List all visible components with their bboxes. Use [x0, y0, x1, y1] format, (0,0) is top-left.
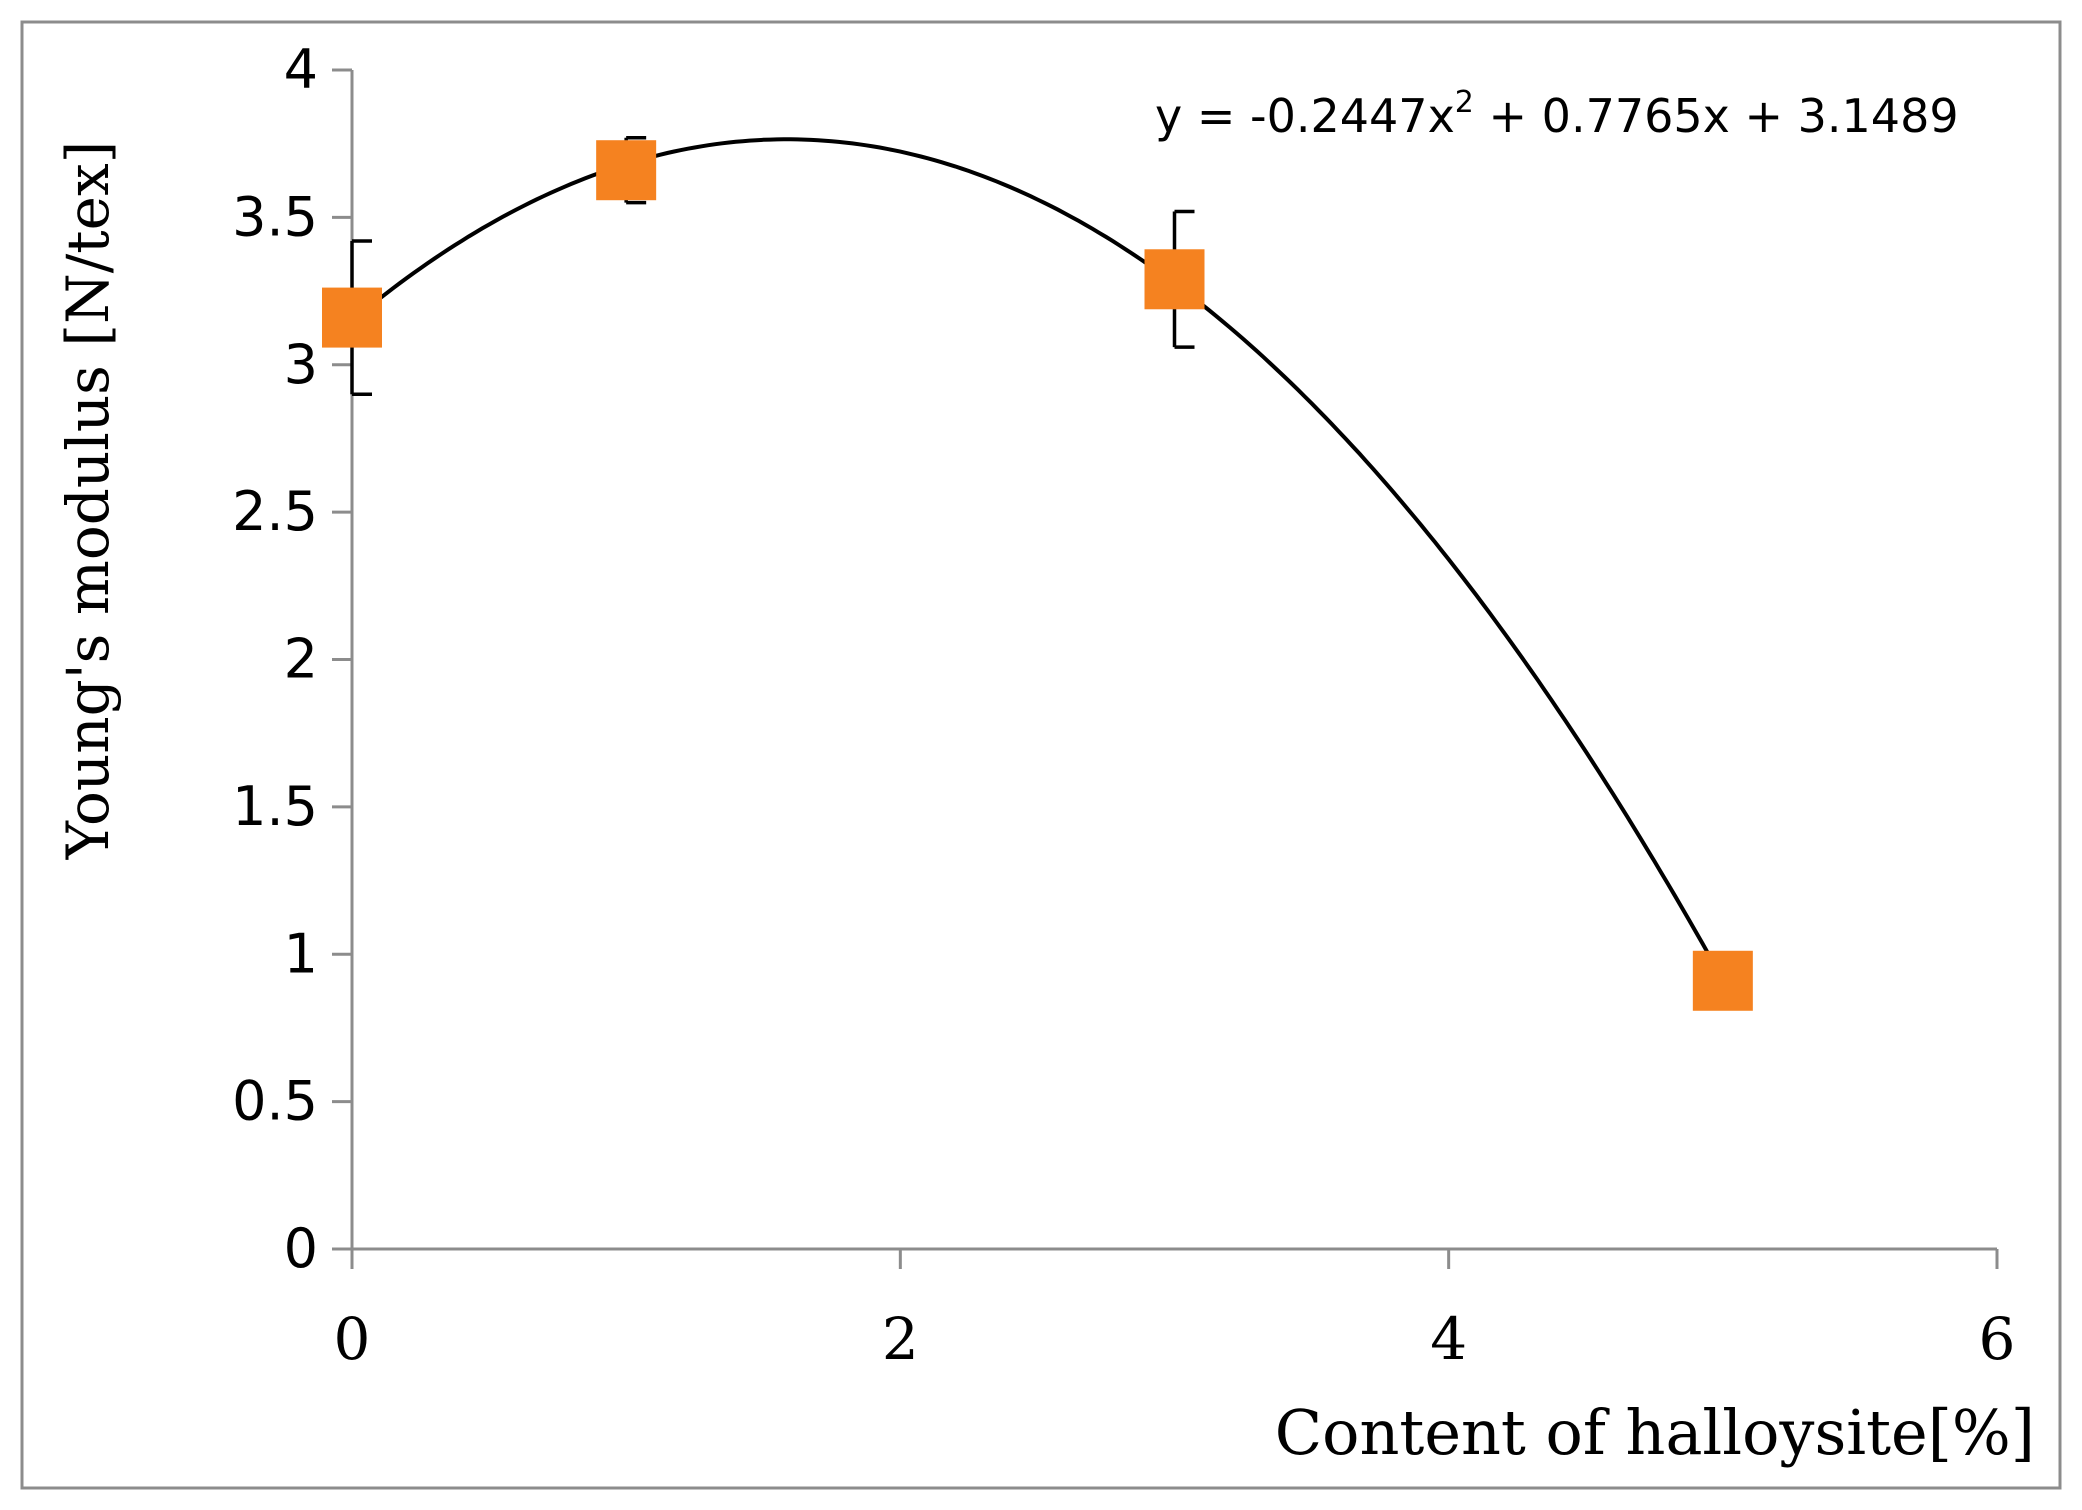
equation-exponent: 2: [1455, 85, 1474, 120]
equation-prefix: y = -0.2447x: [1155, 89, 1455, 143]
y-axis-ticks: 0 0.5 1 1.5 2 2.5 3 3.5 4: [232, 38, 352, 1280]
x-tick-label: 2: [882, 1305, 919, 1373]
data-point: [1692, 950, 1753, 1011]
x-axis-ticks: 0 2 4 6: [334, 1249, 2016, 1373]
y-tick-label: 3: [284, 333, 318, 396]
y-tick-label: 3.5: [232, 185, 318, 248]
chart-frame: [20, 20, 2062, 1490]
trendline: [350, 137, 1725, 981]
trendline-equation: y = -0.2447x2 + 0.7765x + 3.1489: [1155, 85, 1959, 143]
x-tick-label: 4: [1430, 1305, 1467, 1373]
data-point: [322, 287, 382, 348]
x-tick-label: 0: [334, 1305, 371, 1373]
data-point: [1144, 249, 1205, 310]
data-point: [596, 140, 657, 201]
y-tick-label: 1: [284, 922, 318, 985]
x-axis-label: Content of halloysite[%]: [1275, 1396, 2035, 1469]
x-tick-label: 6: [1979, 1305, 2016, 1373]
data-points: [322, 140, 1753, 1011]
y-tick-label: 0: [284, 1217, 318, 1280]
equation-suffix: + 0.7765x + 3.1489: [1474, 89, 1959, 143]
y-axis-label: Young's modulus [N/tex]: [54, 141, 122, 861]
y-tick-label: 1.5: [232, 775, 318, 838]
y-tick-label: 4: [284, 38, 318, 101]
y-tick-label: 0.5: [232, 1070, 318, 1133]
y-tick-label: 2: [284, 628, 318, 691]
y-tick-label: 2.5: [232, 480, 318, 543]
